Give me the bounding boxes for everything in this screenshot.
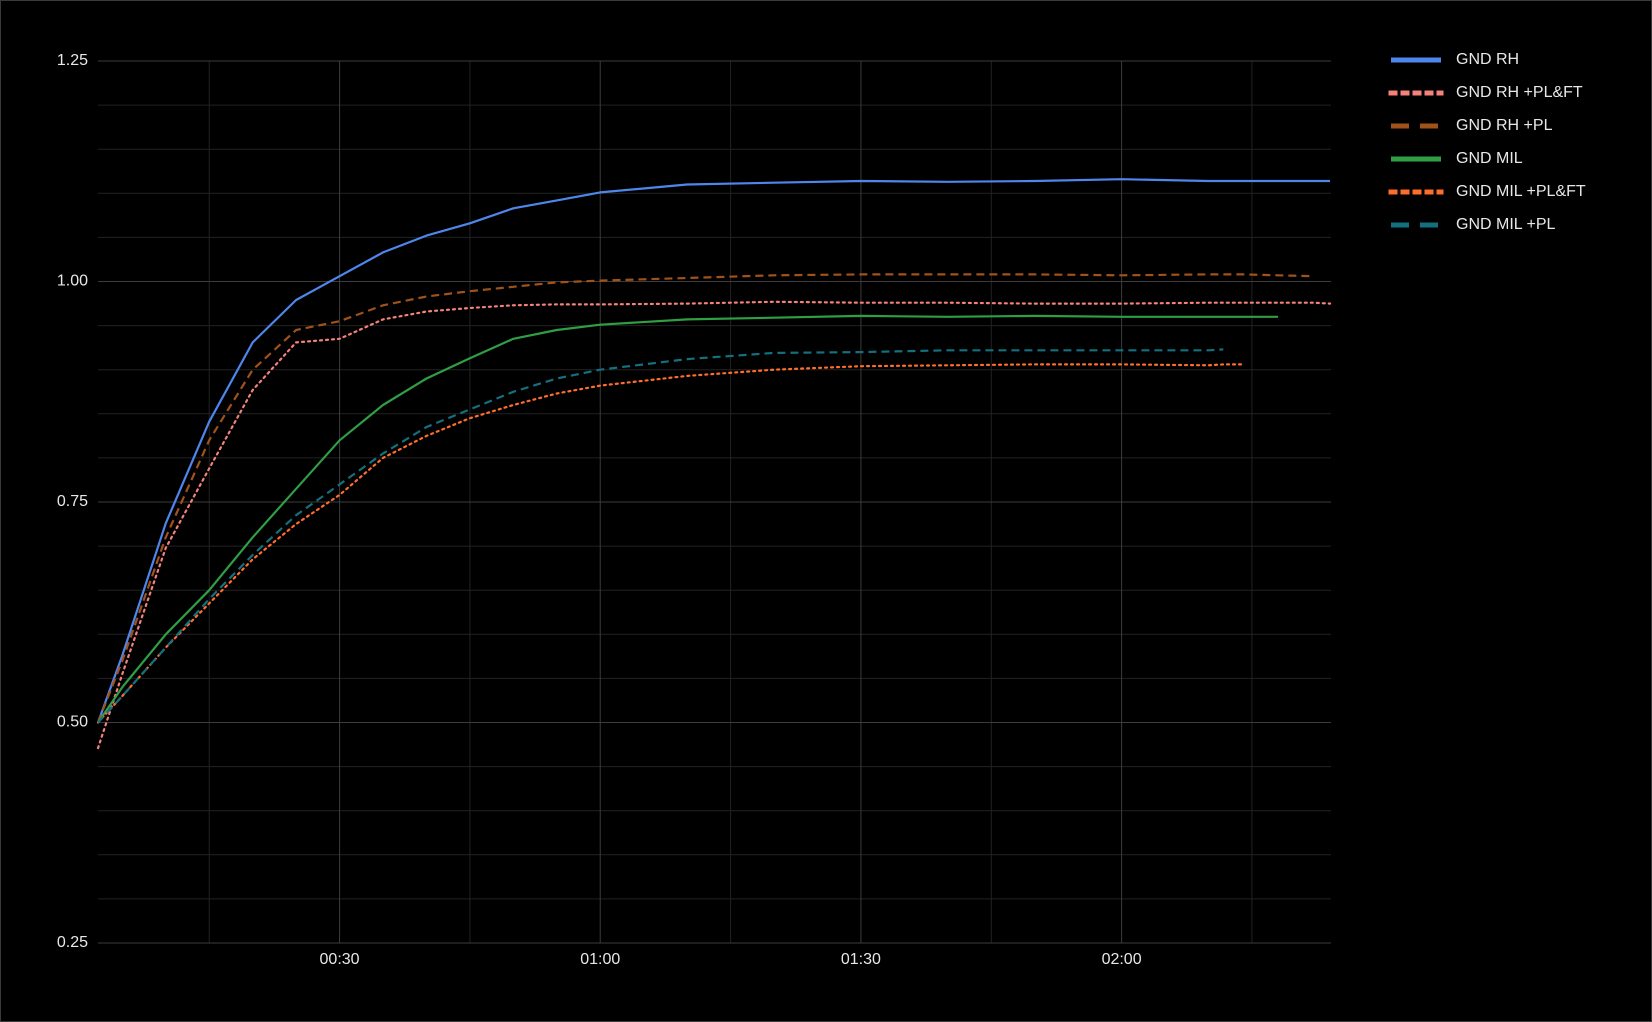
y-tick-label: 0.25 — [57, 934, 88, 951]
legend-label: GND MIL +PL&FT — [1456, 183, 1586, 200]
legend-label: GND MIL +PL — [1456, 216, 1556, 233]
series-line — [96, 363, 1245, 724]
x-tick-label: 01:30 — [841, 951, 881, 968]
y-tick-label: 1.00 — [57, 273, 88, 290]
x-tick-label: 00:30 — [320, 951, 360, 968]
y-tick-label: 1.25 — [57, 52, 88, 69]
series-line — [97, 314, 1278, 724]
legend-label: GND RH +PL — [1456, 117, 1553, 134]
legend-label: GND RH — [1456, 51, 1519, 68]
legend-label: GND MIL — [1456, 150, 1523, 167]
x-tick-label: 02:00 — [1102, 951, 1142, 968]
series-line — [96, 178, 1331, 723]
series-line — [97, 348, 1224, 724]
x-tick-label: 01:00 — [580, 951, 620, 968]
y-tick-label: 0.75 — [57, 493, 88, 510]
legend-label: GND RH +PL&FT — [1456, 84, 1583, 101]
y-tick-label: 0.50 — [57, 714, 88, 731]
series-line — [96, 273, 1313, 723]
series-line — [96, 300, 1332, 750]
